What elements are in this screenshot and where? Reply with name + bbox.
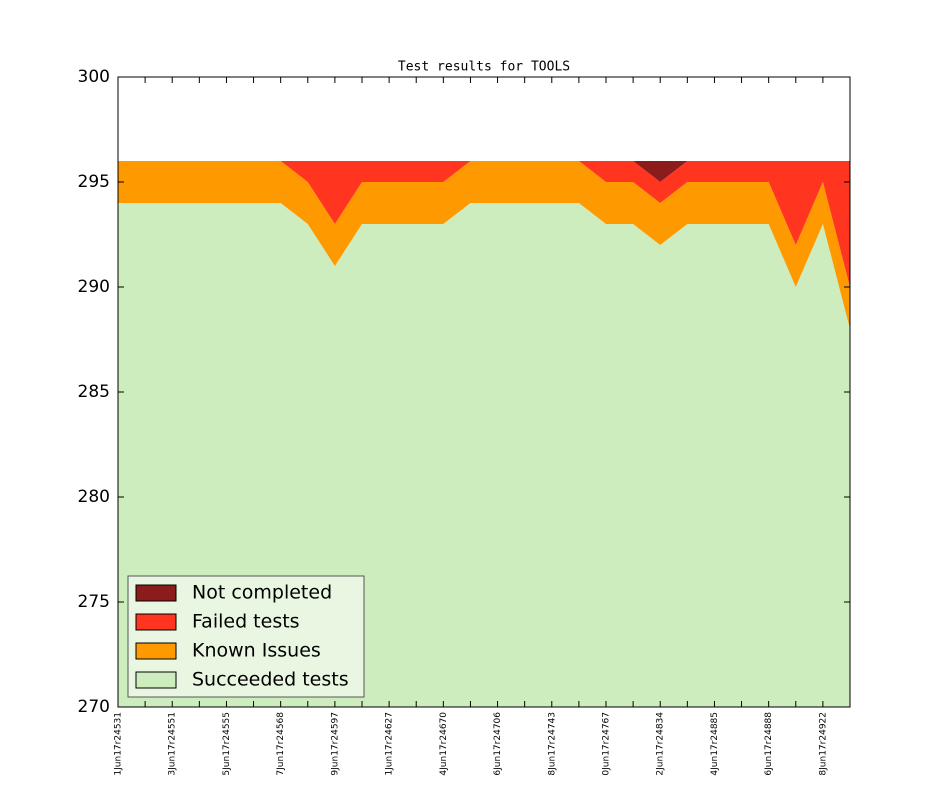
area <box>118 161 850 329</box>
y-tick-label: 270 <box>78 697 110 717</box>
y-tick-label: 300 <box>78 67 110 87</box>
x-tick-label: 0Jun17r24767 <box>602 712 612 776</box>
y-tick-label: 290 <box>78 277 110 297</box>
x-tick-label: 7Jun17r24568 <box>276 712 286 776</box>
legend-swatch <box>135 584 177 602</box>
x-tick-label: 3Jun17r24551 <box>168 712 178 776</box>
x-tick-label: 9Jun17r24597 <box>330 712 340 776</box>
x-tick-label: 4Jun17r24885 <box>710 712 720 776</box>
y-tick-label: 295 <box>78 172 110 192</box>
y-tick-label: 285 <box>78 382 110 402</box>
legend-label: Known Issues <box>192 640 321 662</box>
x-tick-label: 8Jun17r24922 <box>818 712 828 776</box>
chart-title: Test results for TOOLS <box>398 60 570 75</box>
x-tick-label: 8Jun17r24743 <box>547 712 557 776</box>
legend-label: Succeeded tests <box>192 669 349 691</box>
legend-label: Not completed <box>192 582 332 604</box>
legend-label: Failed tests <box>192 611 300 633</box>
area <box>118 161 850 287</box>
x-tick-label: 6Jun17r24888 <box>764 712 774 776</box>
x-tick-label: 1Jun17r24627 <box>385 712 395 776</box>
x-tick-label: 4Jun17r24670 <box>439 712 449 776</box>
x-tick-label: 5Jun17r24555 <box>222 712 232 776</box>
y-tick-label: 280 <box>78 487 110 507</box>
x-tick-label: 2Jun17r24834 <box>656 712 666 776</box>
legend-swatch <box>135 642 177 660</box>
legend-swatch <box>135 613 177 631</box>
x-tick-label: 6Jun17r24706 <box>493 712 503 776</box>
area <box>118 161 850 182</box>
y-tick-label: 275 <box>78 592 110 612</box>
legend-swatch <box>135 671 177 689</box>
x-tick-label: 1Jun17r24531 <box>114 712 124 776</box>
